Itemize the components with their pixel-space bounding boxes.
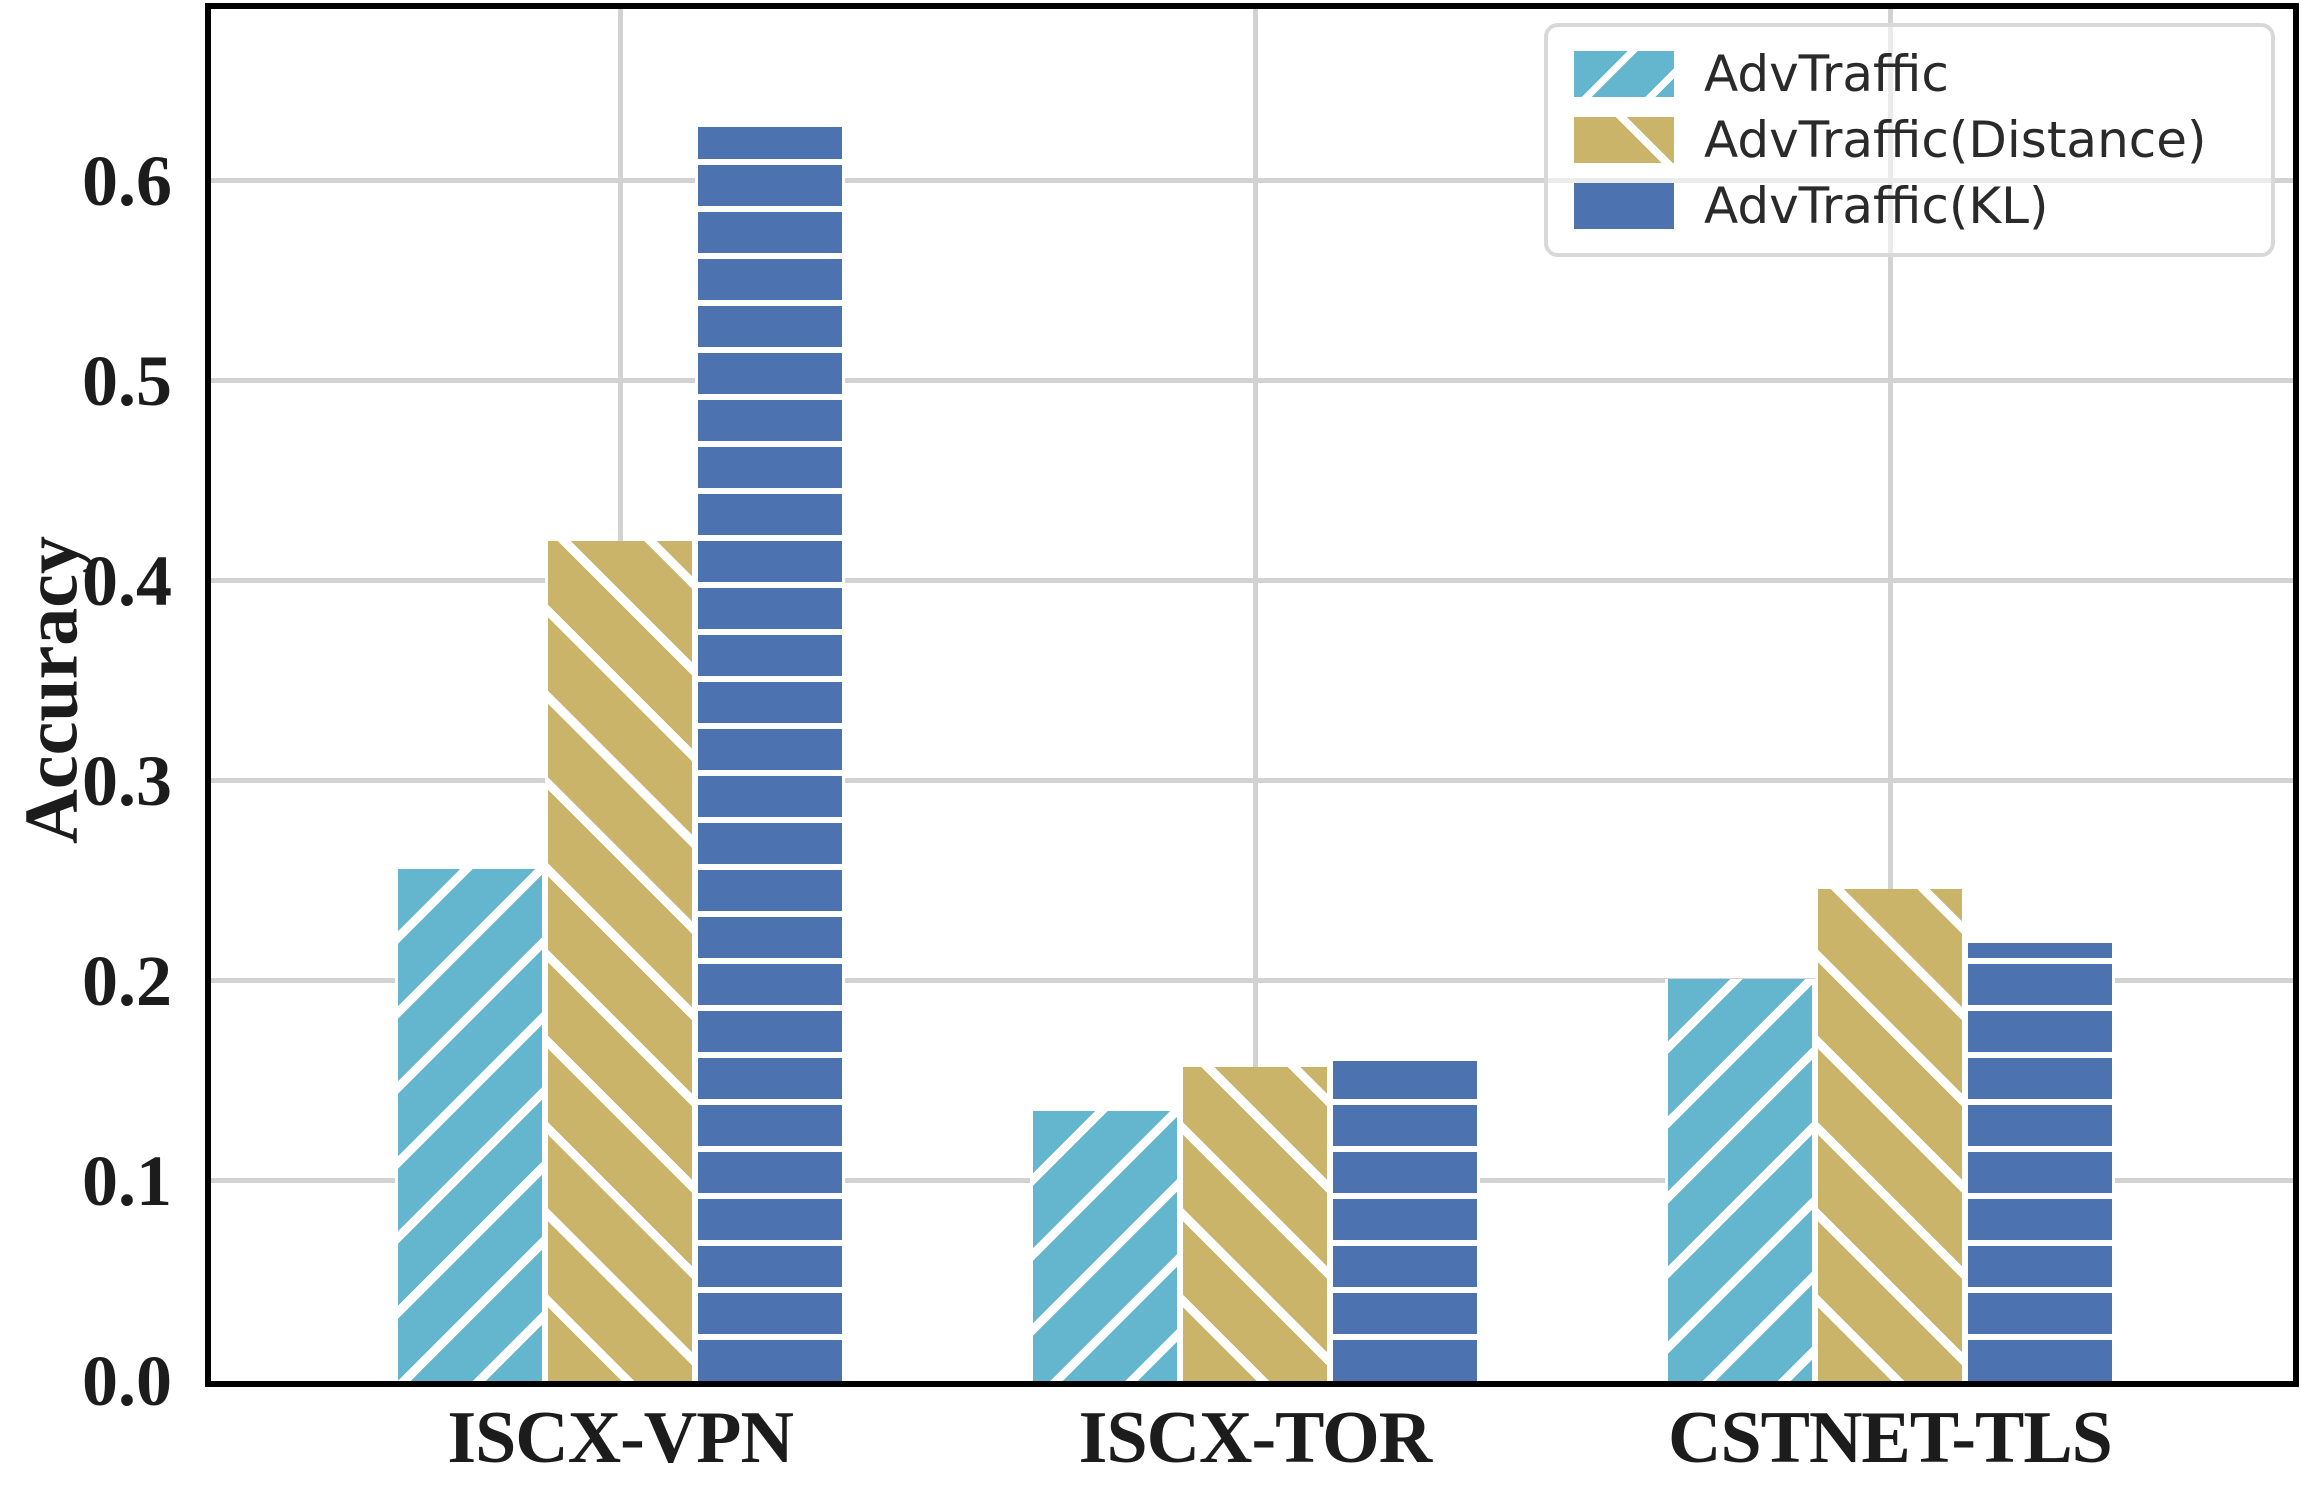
bar-ISCX-TOR-AdvTraffic <box>1029 1111 1180 1381</box>
bar-ISCX-VPN-AdvTraffic(KL) <box>695 127 846 1381</box>
x-tick-label: ISCX-TOR <box>1078 1397 1433 1479</box>
gridline-horizontal <box>211 778 2293 783</box>
y-tick-label: 0.0 <box>82 1341 172 1421</box>
y-tick-label: 0.5 <box>82 341 172 421</box>
bar-ISCX-VPN-AdvTraffic(Distance) <box>545 541 696 1381</box>
bar-ISCX-TOR-AdvTraffic(KL) <box>1329 1061 1480 1381</box>
gridline-horizontal <box>211 378 2293 383</box>
legend-swatch-hatch-back-icon <box>1574 117 1674 163</box>
legend: AdvTraffic AdvTraffic(Distance) AdvTraff… <box>1544 23 2275 257</box>
legend-label: AdvTraffic <box>1704 45 1949 103</box>
legend-swatch-solid-icon <box>1574 183 1674 229</box>
y-tick-label: 0.6 <box>82 141 172 221</box>
y-tick-label: 0.1 <box>82 1141 172 1221</box>
y-tick-label: 0.3 <box>82 741 172 821</box>
gridline-vertical <box>1887 9 1893 1381</box>
y-tick-label: 0.4 <box>82 541 172 621</box>
legend-item: AdvTraffic(Distance) <box>1574 115 2245 165</box>
gridline-horizontal <box>211 978 2293 983</box>
x-tick-label: CSTNET-TLS <box>1668 1397 2113 1479</box>
legend-item: AdvTraffic <box>1574 49 2245 99</box>
legend-label: AdvTraffic(Distance) <box>1704 111 2207 169</box>
y-tick-label: 0.2 <box>82 941 172 1021</box>
legend-label: AdvTraffic(KL) <box>1704 177 2049 235</box>
gridline-horizontal <box>211 178 2293 183</box>
bar-CSTNET-TLS-AdvTraffic <box>1664 979 1815 1381</box>
x-tick-label: ISCX-VPN <box>447 1397 794 1479</box>
gridline-horizontal <box>211 578 2293 583</box>
bar-CSTNET-TLS-AdvTraffic(Distance) <box>1814 889 1965 1381</box>
gridline-vertical <box>1252 9 1258 1381</box>
legend-item: AdvTraffic(KL) <box>1574 181 2245 231</box>
bar-ISCX-VPN-AdvTraffic <box>395 869 546 1381</box>
bar-CSTNET-TLS-AdvTraffic(KL) <box>1964 943 2115 1381</box>
bar-ISCX-TOR-AdvTraffic(Distance) <box>1179 1067 1330 1381</box>
legend-swatch-hatch-forward-icon <box>1574 51 1674 97</box>
